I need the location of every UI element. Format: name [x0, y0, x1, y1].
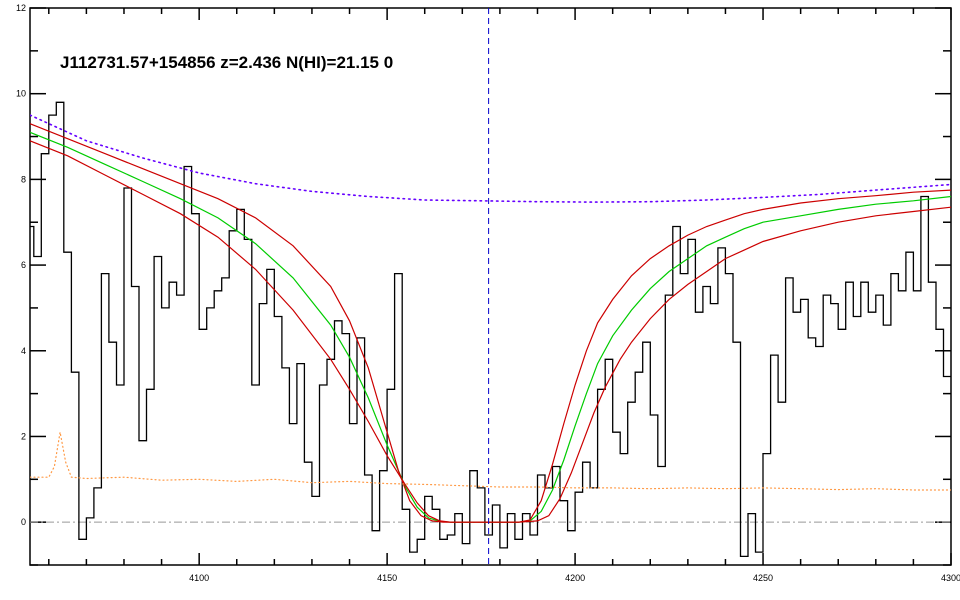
continuum-curve [30, 114, 951, 203]
x-tick-label: 4100 [189, 573, 209, 583]
flux-spectrum [30, 101, 951, 558]
axes: 4100 4150 4200 4250 4300 0 2 4 6 8 10 12 [16, 3, 960, 583]
x-tick-label: 4300 [941, 573, 960, 583]
y-tick-label: 10 [16, 89, 26, 99]
y-tick-label: 8 [21, 174, 26, 184]
error-spectrum [30, 432, 951, 491]
fit-upper-bound [30, 123, 951, 523]
y-tick-label: 2 [21, 431, 26, 441]
y-tick-label: 12 [16, 3, 26, 13]
y-tick-label: 4 [21, 346, 26, 356]
chart-title: J112731.57+154856 z=2.436 N(HI)=21.15 0 [60, 53, 393, 72]
x-tick-label: 4200 [565, 573, 585, 583]
series-layer [30, 101, 951, 558]
plot-frame [29, 7, 952, 566]
x-tick-label: 4250 [753, 573, 773, 583]
y-tick-label: 0 [21, 517, 26, 527]
y-tick-label: 6 [21, 260, 26, 270]
x-tick-label: 4150 [377, 573, 397, 583]
fit-lower-bound [30, 140, 951, 523]
